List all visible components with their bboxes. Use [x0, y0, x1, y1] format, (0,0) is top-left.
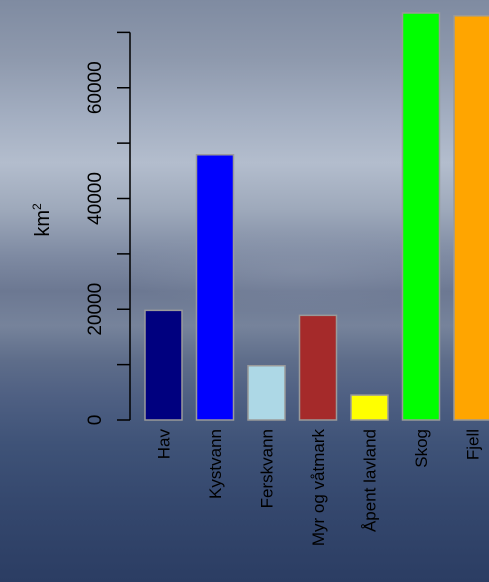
- category-label: Hav: [155, 429, 174, 460]
- y-axis-title: km2: [30, 203, 54, 237]
- category-label: Åpent lavland: [361, 429, 380, 532]
- category-label: Ferskvann: [258, 429, 277, 508]
- bar-myr-og-v-tmark: [298, 314, 338, 421]
- bar-kystvann: [195, 154, 235, 421]
- y-axis-title-unit: km: [32, 210, 54, 237]
- bars: [144, 12, 489, 421]
- y-tick-label: 0: [85, 415, 106, 426]
- y-axis-title-superscript: 2: [30, 203, 44, 210]
- bar--pent-lavland: [350, 394, 389, 421]
- bar-hav: [144, 309, 183, 421]
- bar-ferskvann: [247, 364, 286, 421]
- y-axis: 0 20000 40000 60000: [85, 31, 131, 426]
- y-tick-label: 60000: [85, 61, 106, 114]
- y-tick-label: 40000: [85, 172, 106, 225]
- category-label: Myr og våtmark: [309, 429, 328, 547]
- category-labels: Hav Kystvann Ferskvann Myr og våtmark Åpent …: [155, 429, 483, 547]
- bar-fjell: [453, 15, 489, 421]
- category-label: Kystvann: [206, 429, 225, 499]
- category-label: Skog: [412, 429, 431, 468]
- y-tick-label: 20000: [85, 283, 106, 336]
- bar-skog: [401, 12, 441, 421]
- category-label: Fjell: [464, 429, 483, 460]
